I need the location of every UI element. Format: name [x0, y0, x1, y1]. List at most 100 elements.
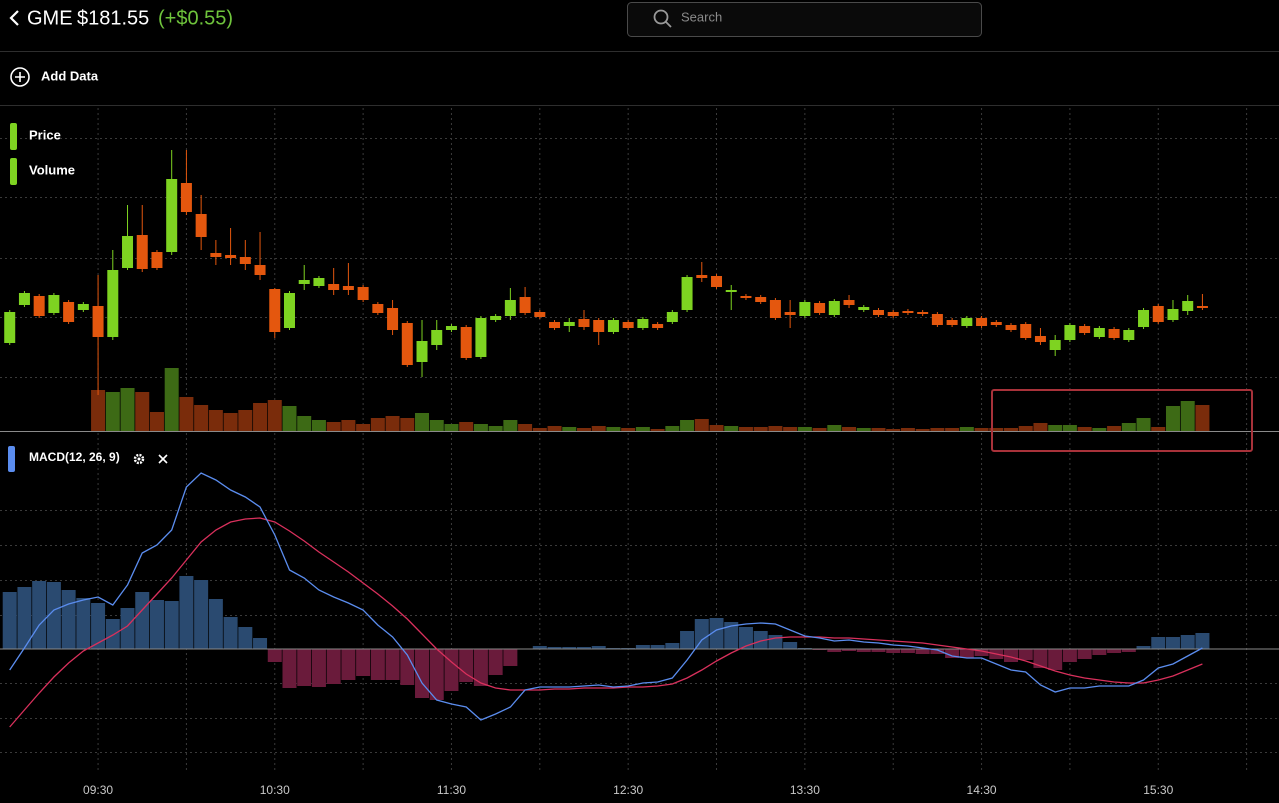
histogram-bar — [915, 649, 930, 654]
histogram-bar — [827, 649, 842, 652]
volume-bar — [547, 426, 562, 431]
candle-body — [814, 303, 826, 313]
histogram-bar — [650, 645, 665, 649]
histogram-bar — [238, 627, 253, 649]
volume-bar — [208, 410, 223, 431]
volume-bar — [915, 429, 930, 431]
histogram-bar — [738, 627, 753, 649]
close-button[interactable] — [158, 454, 168, 464]
candle-body — [799, 302, 811, 316]
histogram-bar — [282, 649, 297, 688]
candle-body — [740, 296, 752, 298]
macd-title: MACD(12, 26, 9) — [29, 450, 120, 464]
volume-bar — [635, 427, 650, 431]
volume-bar — [1107, 426, 1122, 431]
histogram-bar — [856, 649, 871, 652]
volume-bar — [444, 424, 459, 431]
candle-body — [166, 179, 178, 252]
x-tick-label: 14:30 — [967, 783, 997, 797]
signal-line — [9, 517, 1203, 728]
candle-body — [225, 255, 237, 258]
candle-body — [1079, 326, 1091, 333]
volume-bar — [297, 416, 312, 431]
histogram-bar — [415, 649, 430, 698]
candle-body — [917, 312, 929, 314]
x-tick-label: 13:30 — [790, 783, 820, 797]
candle-body — [490, 316, 502, 320]
volume-bar — [856, 428, 871, 431]
candle-body — [681, 277, 693, 310]
candle-body — [1049, 340, 1061, 350]
volume-bar — [827, 425, 842, 431]
volume-bar — [930, 428, 945, 431]
volume-bar — [415, 413, 430, 431]
histogram-bar — [1107, 649, 1122, 653]
candle-body — [769, 300, 781, 318]
volume-bar — [120, 388, 135, 431]
histogram-bar — [1004, 649, 1019, 662]
histogram-bar — [562, 647, 577, 649]
volume-bar — [591, 426, 606, 431]
search-box[interactable]: Search — [627, 2, 982, 37]
add-data-label: Add Data — [41, 68, 99, 83]
x-tick-label: 10:30 — [260, 783, 290, 797]
candle-body — [872, 310, 884, 315]
histogram-bar — [871, 649, 886, 652]
search-placeholder: Search — [681, 9, 722, 24]
search-field[interactable] — [627, 2, 982, 37]
histogram-bar — [547, 647, 562, 649]
volume-bar — [135, 392, 150, 431]
volume-bar — [1180, 401, 1195, 431]
volume-bar — [886, 429, 901, 431]
histogram-bar — [1121, 649, 1136, 652]
candle-body — [696, 275, 708, 278]
volume-bar — [1151, 427, 1166, 431]
volume-bar — [989, 428, 1004, 431]
plot-area — [0, 150, 1279, 728]
candle-body — [828, 301, 840, 315]
symbol: GME — [27, 7, 73, 29]
volume-bar — [385, 416, 400, 431]
histogram-bar — [488, 649, 503, 675]
volume-bar — [503, 420, 518, 431]
candle-body — [593, 320, 605, 332]
candle-body — [946, 320, 958, 325]
add-data-button[interactable]: Add Data — [10, 67, 99, 87]
volume-bar — [164, 368, 179, 431]
histogram-bar — [223, 617, 238, 649]
volume-bar — [709, 425, 724, 431]
candle-body — [92, 306, 104, 337]
gear-icon — [133, 453, 145, 465]
volume-bar — [341, 420, 356, 431]
add-icon — [10, 67, 30, 87]
candle-body — [4, 312, 16, 343]
candle-body — [607, 320, 619, 332]
histogram-bar — [135, 592, 150, 649]
candle-body — [755, 297, 767, 302]
candle-body — [1138, 310, 1150, 327]
volume-bar — [518, 424, 533, 431]
candle-body — [652, 324, 664, 328]
histogram-bar — [1180, 635, 1195, 649]
candle-body — [357, 287, 369, 300]
histogram-bar — [1151, 637, 1166, 649]
candle-body — [1005, 325, 1017, 330]
settings-button[interactable] — [133, 453, 145, 465]
volume-bar — [488, 426, 503, 431]
histogram-bar — [945, 649, 960, 658]
volume-bar — [1165, 406, 1180, 431]
volume-bar — [959, 427, 974, 431]
volume-bar — [1136, 418, 1151, 431]
volume-bar — [783, 427, 798, 431]
back-button[interactable] — [9, 10, 19, 26]
macd-controls: MACD(12, 26, 9) — [29, 450, 168, 465]
volume-bar — [1062, 425, 1077, 431]
x-tick-label: 09:30 — [83, 783, 113, 797]
histogram-bar — [709, 618, 724, 649]
volume-bar — [797, 427, 812, 431]
volume-bar — [400, 418, 415, 431]
histogram-bar — [959, 649, 974, 658]
candle-body — [784, 312, 796, 315]
candle-body — [107, 270, 119, 337]
